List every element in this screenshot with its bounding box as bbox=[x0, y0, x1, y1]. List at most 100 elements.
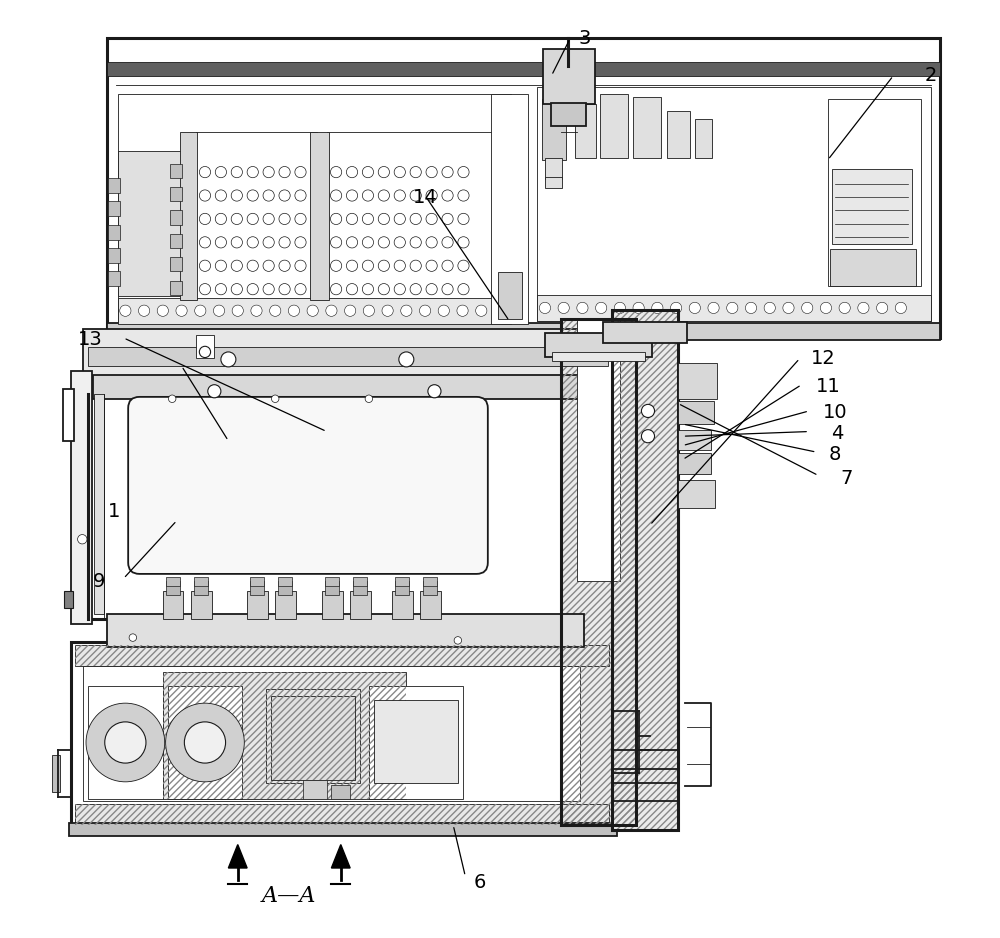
Circle shape bbox=[410, 166, 421, 177]
Bar bbox=[325, 582, 339, 596]
Bar bbox=[180, 132, 197, 300]
Bar bbox=[191, 591, 212, 619]
Circle shape bbox=[247, 189, 258, 201]
Circle shape bbox=[641, 430, 655, 443]
Bar bbox=[612, 310, 678, 829]
Bar bbox=[600, 95, 628, 158]
Circle shape bbox=[410, 236, 421, 248]
Circle shape bbox=[727, 302, 738, 313]
Circle shape bbox=[378, 260, 389, 271]
Circle shape bbox=[428, 385, 441, 398]
Bar bbox=[545, 333, 652, 356]
Bar bbox=[678, 480, 715, 508]
Circle shape bbox=[215, 166, 227, 177]
Circle shape bbox=[215, 283, 227, 295]
Text: 12: 12 bbox=[811, 349, 836, 368]
Circle shape bbox=[279, 189, 290, 201]
Circle shape bbox=[279, 283, 290, 295]
Bar bbox=[545, 158, 562, 178]
Bar bbox=[353, 577, 367, 586]
Circle shape bbox=[279, 236, 290, 248]
Bar bbox=[170, 187, 182, 201]
Circle shape bbox=[394, 283, 405, 295]
Bar bbox=[275, 591, 296, 619]
Circle shape bbox=[263, 236, 274, 248]
Bar bbox=[108, 271, 120, 286]
Circle shape bbox=[157, 305, 168, 316]
Bar bbox=[325, 577, 339, 586]
Circle shape bbox=[279, 213, 290, 224]
Circle shape bbox=[458, 213, 469, 224]
Circle shape bbox=[394, 236, 405, 248]
Circle shape bbox=[215, 236, 227, 248]
Circle shape bbox=[295, 236, 306, 248]
Bar bbox=[612, 310, 678, 829]
Circle shape bbox=[221, 352, 236, 367]
Bar bbox=[603, 322, 687, 342]
Circle shape bbox=[307, 305, 318, 316]
Bar bbox=[350, 591, 371, 619]
Circle shape bbox=[247, 260, 258, 271]
Circle shape bbox=[652, 302, 663, 313]
Circle shape bbox=[426, 236, 437, 248]
Bar bbox=[266, 689, 360, 783]
Circle shape bbox=[346, 260, 358, 271]
Circle shape bbox=[195, 305, 206, 316]
Circle shape bbox=[295, 260, 306, 271]
Bar bbox=[52, 755, 60, 792]
Bar bbox=[63, 389, 74, 441]
Text: 1: 1 bbox=[108, 502, 120, 521]
Circle shape bbox=[330, 166, 342, 177]
Bar bbox=[392, 591, 413, 619]
Text: 4: 4 bbox=[831, 424, 843, 443]
Circle shape bbox=[346, 166, 358, 177]
Bar bbox=[303, 780, 327, 798]
Bar bbox=[498, 272, 522, 319]
Bar bbox=[83, 328, 612, 380]
Bar bbox=[75, 804, 609, 825]
Circle shape bbox=[279, 166, 290, 177]
Bar bbox=[88, 347, 608, 366]
Circle shape bbox=[858, 302, 869, 313]
Circle shape bbox=[138, 305, 150, 316]
Bar bbox=[170, 257, 182, 271]
Circle shape bbox=[410, 213, 421, 224]
Circle shape bbox=[426, 260, 437, 271]
Text: 3: 3 bbox=[578, 29, 590, 48]
Circle shape bbox=[458, 236, 469, 248]
Circle shape bbox=[326, 305, 337, 316]
Bar bbox=[166, 582, 180, 596]
Bar bbox=[194, 577, 208, 586]
Bar bbox=[545, 176, 562, 188]
Bar bbox=[107, 38, 940, 338]
Bar bbox=[310, 132, 329, 300]
Circle shape bbox=[458, 283, 469, 295]
Circle shape bbox=[457, 305, 468, 316]
Circle shape bbox=[641, 404, 655, 417]
Circle shape bbox=[120, 305, 131, 316]
Bar bbox=[71, 371, 92, 624]
Bar bbox=[278, 577, 292, 586]
Bar bbox=[69, 823, 617, 836]
Circle shape bbox=[401, 305, 412, 316]
Polygon shape bbox=[228, 844, 247, 868]
Bar bbox=[247, 591, 268, 619]
Circle shape bbox=[764, 302, 775, 313]
Text: 6: 6 bbox=[473, 873, 486, 892]
Bar bbox=[107, 323, 940, 340]
Bar bbox=[633, 98, 661, 158]
Circle shape bbox=[365, 395, 373, 402]
Bar bbox=[561, 319, 636, 825]
Circle shape bbox=[362, 213, 374, 224]
Bar bbox=[170, 234, 182, 248]
Circle shape bbox=[247, 283, 258, 295]
Circle shape bbox=[378, 213, 389, 224]
Bar bbox=[678, 430, 711, 450]
Bar bbox=[83, 666, 580, 801]
Bar bbox=[322, 591, 343, 619]
Circle shape bbox=[270, 305, 281, 316]
Bar bbox=[93, 375, 608, 399]
Bar bbox=[678, 401, 714, 424]
Circle shape bbox=[247, 166, 258, 177]
Circle shape bbox=[199, 236, 211, 248]
